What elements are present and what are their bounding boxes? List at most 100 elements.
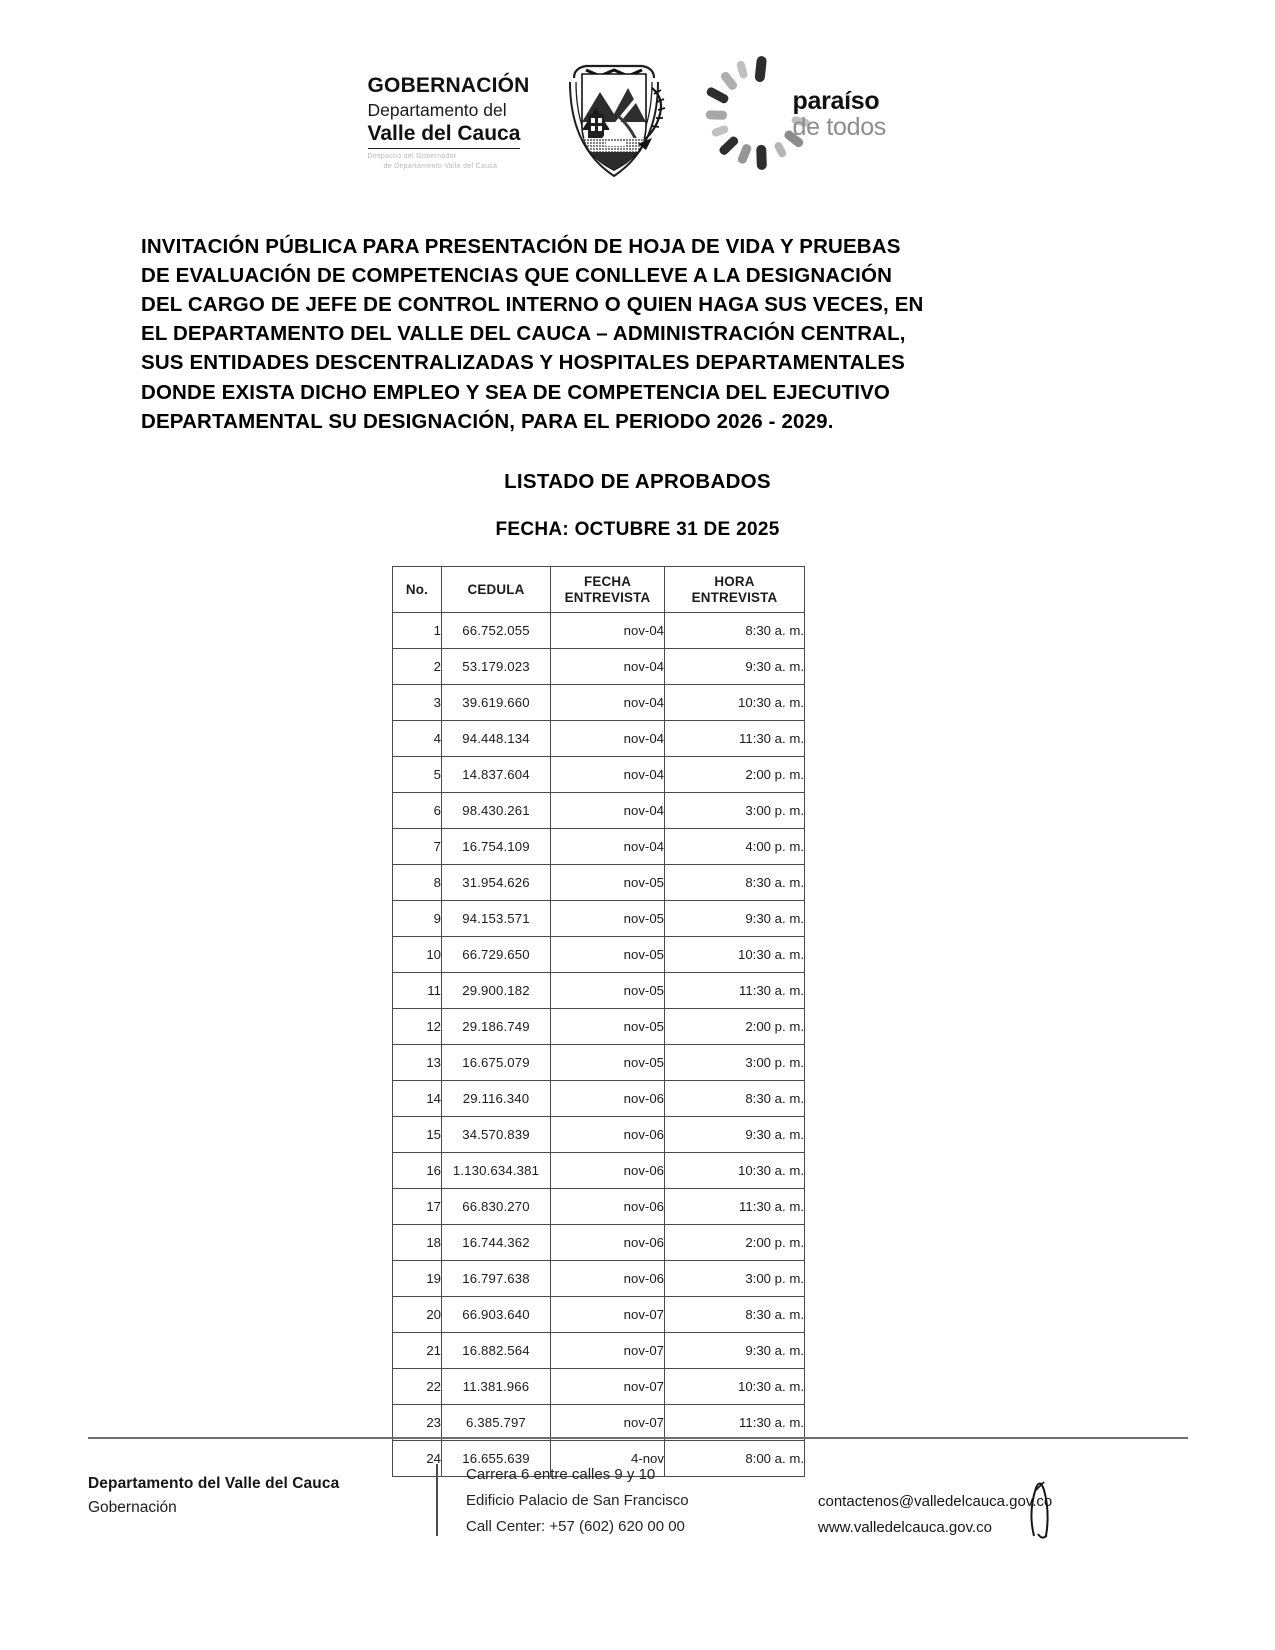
cell-cedula: 31.954.626 bbox=[441, 864, 551, 901]
cell-cedula: 34.570.839 bbox=[441, 1116, 551, 1153]
cell-cedula: 6.385.797 bbox=[441, 1404, 551, 1441]
table-row: 20 66.903.640 nov-07 8:30 a. m. bbox=[392, 1296, 805, 1333]
title-line-1: INVITACIÓN PÚBLICA PARA PRESENTACIÓN DE … bbox=[141, 235, 901, 258]
footer-org-block: Departamento del Valle del Cauca Goberna… bbox=[88, 1462, 436, 1520]
title-line-2: DE EVALUACIÓN DE COMPETENCIAS QUE CONLLE… bbox=[141, 264, 893, 288]
cell-no: 16 bbox=[392, 1152, 442, 1189]
cell-no: 10 bbox=[392, 936, 442, 973]
slogan-secondary: de todos bbox=[792, 113, 887, 142]
cell-fecha-entrevista: nov-06 bbox=[550, 1152, 665, 1189]
cell-hora-entrevista: 8:30 a. m. bbox=[664, 612, 805, 649]
cell-fecha-entrevista: nov-04 bbox=[550, 828, 665, 865]
table-row: 1 66.752.055 nov-04 8:30 a. m. bbox=[392, 612, 805, 649]
cell-no: 24 bbox=[392, 1440, 442, 1477]
table-row: 3 39.619.660 nov-04 10:30 a. m. bbox=[392, 684, 805, 721]
cell-fecha-entrevista: nov-06 bbox=[550, 1260, 665, 1297]
cell-fecha-entrevista: nov-04 bbox=[550, 720, 665, 757]
table-head: No. CEDULA FECHA ENTREVISTA HORA ENTREVIST… bbox=[392, 566, 805, 613]
cell-cedula: 66.830.270 bbox=[441, 1188, 551, 1225]
cell-no: 11 bbox=[392, 972, 442, 1009]
document-footer: Departamento del Valle del Cauca Goberna… bbox=[88, 1462, 1198, 1541]
cell-cedula: 16.675.079 bbox=[441, 1044, 551, 1081]
footer-call-center: Call Center: +57 (602) 620 00 00 bbox=[466, 1517, 685, 1535]
cell-hora-entrevista: 4:00 p. m. bbox=[664, 828, 805, 865]
slogan-primary: paraíso bbox=[792, 87, 880, 115]
cell-cedula: 14.837.604 bbox=[441, 756, 551, 793]
cell-cedula: 53.179.023 bbox=[441, 648, 551, 685]
cell-hora-entrevista: 8:00 a. m. bbox=[664, 1440, 805, 1477]
cell-cedula: 1.130.634.381 bbox=[441, 1152, 551, 1189]
cell-hora-entrevista: 9:30 a. m. bbox=[664, 900, 805, 937]
cell-cedula: 11.381.966 bbox=[441, 1368, 551, 1405]
cell-cedula: 16.754.109 bbox=[441, 828, 551, 865]
cell-fecha-entrevista: nov-07 bbox=[550, 1332, 665, 1369]
paraiso-de-todos-logo: paraíso de todos bbox=[698, 56, 908, 176]
footer-address-block: Carrera 6 entre calles 9 y 10 Edificio P… bbox=[466, 1462, 796, 1539]
cell-no: 12 bbox=[392, 1008, 442, 1045]
table-row: 13 16.675.079 nov-05 3:00 p. m. bbox=[392, 1044, 805, 1081]
table-row: 2 53.179.023 nov-04 9:30 a. m. bbox=[392, 648, 805, 685]
title-line-4: EL DEPARTAMENTO DEL VALLE DEL CAUCA – AD… bbox=[141, 322, 906, 346]
cell-hora-entrevista: 2:00 p. m. bbox=[664, 756, 805, 793]
cell-cedula: 16.797.638 bbox=[441, 1260, 551, 1297]
cell-cedula: 29.116.340 bbox=[441, 1080, 551, 1117]
title-line-7: DEPARTAMENTAL SU DESIGNACIÓN, PARA EL PE… bbox=[141, 409, 834, 433]
footer-email[interactable]: contactenos@valledelcauca.gov.co bbox=[818, 1493, 1053, 1510]
cell-hora-entrevista: 9:30 a. m. bbox=[664, 1116, 805, 1153]
sunburst-rays-icon bbox=[705, 56, 809, 170]
cell-hora-entrevista: 10:30 a. m. bbox=[664, 936, 805, 973]
coat-of-arms-icon bbox=[560, 52, 680, 178]
table-row: 19 16.797.638 nov-06 3:00 p. m. bbox=[392, 1260, 805, 1297]
cell-cedula: 39.619.660 bbox=[441, 684, 551, 721]
column-header-fecha-entrevista: FECHA ENTREVISTA bbox=[550, 566, 665, 613]
cell-no: 3 bbox=[392, 684, 442, 721]
column-header-cedula: CEDULA bbox=[441, 566, 551, 613]
cell-hora-entrevista: 10:30 a. m. bbox=[664, 1368, 805, 1405]
cell-fecha-entrevista: nov-04 bbox=[550, 756, 665, 793]
table-row: 5 14.837.604 nov-04 2:00 p. m. bbox=[392, 756, 805, 793]
footer-website[interactable]: www.valledelcauca.gov.co bbox=[818, 1518, 992, 1536]
cell-cedula: 66.752.055 bbox=[441, 612, 551, 649]
footer-vertical-divider bbox=[436, 1464, 438, 1536]
cell-no: 14 bbox=[392, 1080, 442, 1117]
cell-cedula: 94.448.134 bbox=[441, 720, 551, 757]
cell-fecha-entrevista: nov-04 bbox=[550, 612, 665, 649]
logo-fineprint: Despacho del Gobernador de Departamento … bbox=[368, 152, 548, 173]
table-row: 7 16.754.109 nov-04 4:00 p. m. bbox=[392, 828, 805, 865]
cell-fecha-entrevista: nov-06 bbox=[550, 1224, 665, 1261]
cell-no: 18 bbox=[392, 1224, 442, 1261]
footer-address-line-1: Carrera 6 entre calles 9 y 10 bbox=[466, 1466, 656, 1483]
cell-no: 2 bbox=[392, 648, 442, 685]
cell-no: 13 bbox=[392, 1044, 442, 1081]
logo-fineprint-line1: Despacho del Gobernador bbox=[367, 152, 457, 160]
cell-no: 4 bbox=[392, 720, 442, 757]
cell-cedula: 29.900.182 bbox=[441, 972, 551, 1009]
cell-no: 19 bbox=[392, 1260, 442, 1297]
cell-cedula: 66.729.650 bbox=[441, 936, 551, 973]
cell-fecha-entrevista: nov-04 bbox=[550, 648, 665, 685]
cell-cedula: 16.655.639 bbox=[441, 1440, 551, 1477]
table-row: 9 94.153.571 nov-05 9:30 a. m. bbox=[392, 900, 805, 937]
table-row: 21 16.882.564 nov-07 9:30 a. m. bbox=[392, 1332, 805, 1369]
table-row: 12 29.186.749 nov-05 2:00 p. m. bbox=[392, 1008, 805, 1045]
cell-fecha-entrevista: nov-04 bbox=[550, 684, 665, 721]
cell-hora-entrevista: 9:30 a. m. bbox=[664, 1332, 805, 1369]
cell-hora-entrevista: 11:30 a. m. bbox=[664, 720, 805, 757]
cell-fecha-entrevista: nov-05 bbox=[550, 900, 665, 937]
footer-org-subtitle: Gobernación bbox=[88, 1499, 177, 1517]
table-row: 18 16.744.362 nov-06 2:00 p. m. bbox=[392, 1224, 805, 1261]
table-row: 22 11.381.966 nov-07 10:30 a. m. bbox=[392, 1368, 805, 1405]
cell-cedula: 16.882.564 bbox=[441, 1332, 551, 1369]
cell-hora-entrevista: 2:00 p. m. bbox=[664, 1224, 805, 1261]
cell-no: 23 bbox=[392, 1404, 442, 1441]
cell-hora-entrevista: 11:30 a. m. bbox=[664, 1404, 805, 1441]
cell-fecha-entrevista: nov-05 bbox=[550, 1044, 665, 1081]
cell-no: 22 bbox=[392, 1368, 442, 1405]
page-title: INVITACIÓN PÚBLICA PARA PRESENTACIÓN DE … bbox=[141, 232, 1066, 436]
cell-fecha-entrevista: 4-nov bbox=[550, 1440, 665, 1477]
cell-fecha-entrevista: nov-05 bbox=[550, 936, 665, 973]
cell-no: 17 bbox=[392, 1188, 442, 1225]
institutional-logo: GOBERNACIÓN Departamento del Valle del C… bbox=[367, 52, 908, 178]
cell-cedula: 66.903.640 bbox=[441, 1296, 551, 1333]
approved-list-table-container: No. CEDULA FECHA ENTREVISTA HORA ENTREVIST… bbox=[392, 566, 805, 1477]
